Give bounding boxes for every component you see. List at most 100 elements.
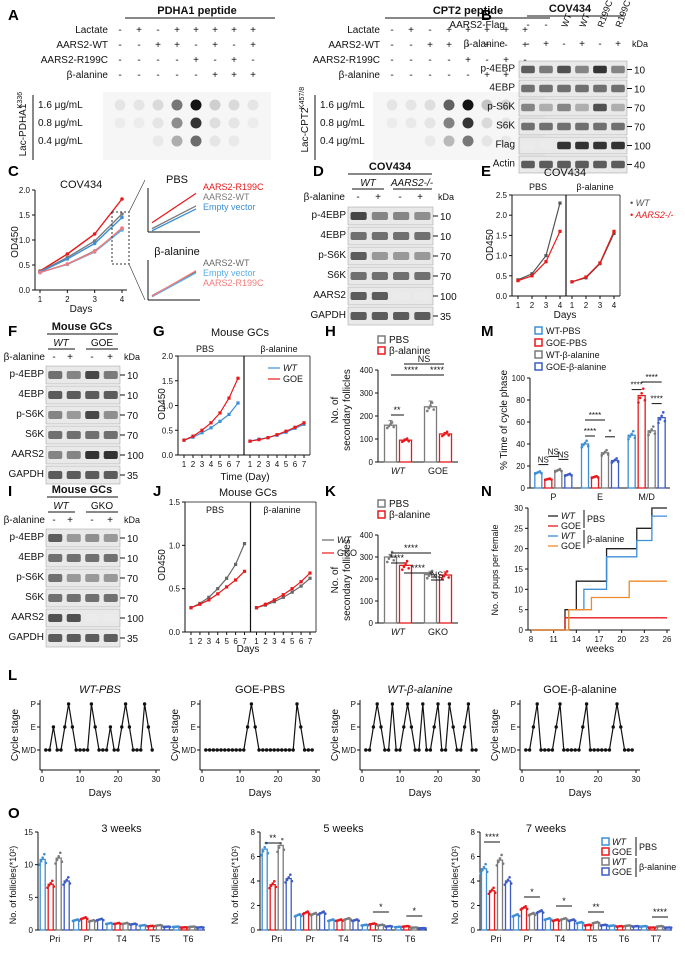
m-chart-data-point (550, 478, 553, 481)
c-main-data-point (120, 212, 124, 216)
band-label: GAPDH (310, 310, 346, 321)
blot-dot (386, 99, 398, 111)
m-chart-bar (580, 443, 590, 489)
cycle-point (85, 748, 90, 752)
o-chart-0-data-point (67, 876, 70, 879)
sig-label: **** (650, 395, 662, 404)
j-chart-x-tick-label: 6 (299, 637, 304, 646)
blot-band (103, 634, 118, 642)
blot-band (85, 391, 100, 399)
blot-band (66, 391, 81, 399)
k-chart-data-point (389, 554, 392, 557)
cycle-point (70, 725, 75, 729)
blot-band (611, 65, 625, 74)
marker-label: 40 (634, 161, 646, 172)
sign-cell: - (232, 40, 235, 51)
m-chart-y-tick-label: 20 (516, 462, 525, 471)
band-label: 4EBP (18, 389, 44, 400)
k-chart-data-point (430, 569, 434, 573)
blot-band (371, 292, 388, 300)
sign-cell: + (503, 70, 509, 81)
o-chart-0-bar (55, 857, 62, 931)
o-chart-1-y-tick-label: 2 (251, 902, 256, 911)
row-label: β-alanine (464, 39, 506, 50)
cycle-point (558, 702, 562, 706)
sign-cell: - (118, 40, 121, 51)
sig-label: NS (418, 354, 431, 364)
blot-band (371, 212, 388, 220)
y-axis-label: OD450 (10, 226, 21, 258)
j-chart-data-point (281, 593, 285, 597)
m-chart-data-point (583, 441, 587, 445)
sign-cell: + (174, 40, 180, 51)
panel-letter: E (481, 163, 491, 180)
c-main-data-point (120, 215, 124, 220)
o-chart-0-data-point (202, 926, 205, 929)
cycle-point (371, 725, 376, 729)
h-chart-y-tick-label: 300 (360, 389, 374, 398)
lane-header: + (417, 192, 423, 203)
cycle-point (474, 748, 478, 752)
blot-band (393, 312, 410, 320)
o-chart-1-data-point (266, 851, 270, 855)
o-chart-1-data-point (281, 837, 284, 841)
k-chart-data-point (386, 560, 389, 564)
legend-entry: WT (561, 531, 576, 541)
o-chart-1-bar (302, 912, 310, 931)
legend-entry: • AARS2-/- (630, 210, 673, 220)
o-chart-2-y-tick-label: 0 (471, 926, 476, 935)
blot-dot (386, 117, 398, 129)
sign-cell: + (503, 55, 509, 66)
subpanel-label: PBS (529, 182, 547, 192)
cycle-x-tick-label: 10 (236, 775, 245, 784)
inset-series-line (151, 192, 197, 224)
cycle-point (211, 748, 216, 752)
cycle-point (527, 748, 532, 752)
j-chart-x-tick-label: 6 (233, 637, 238, 646)
g-chart-y-tick-label: 0.5 (162, 426, 174, 435)
blot-band (611, 122, 625, 131)
cycle-point (581, 725, 585, 729)
cycle-point (398, 748, 402, 752)
k-chart-data-point (392, 559, 396, 562)
o-chart-2-data-point (509, 882, 513, 885)
sign-cell: - (156, 25, 159, 36)
legend-swatch (534, 338, 543, 347)
n-chart-y-tick-label: 20 (514, 545, 523, 554)
legend-entry: GOE (612, 867, 632, 877)
j-chart-data-point (290, 590, 294, 594)
lane-header: + (107, 515, 113, 526)
j-chart-data-point (225, 585, 229, 589)
row-label: β-alanine (4, 352, 46, 363)
m-chart-data-point (602, 452, 605, 455)
k-chart-data-point (444, 572, 447, 576)
blot-dot (228, 99, 240, 111)
j-chart-data-point (198, 602, 202, 606)
lane-header: - (598, 39, 601, 50)
cycle-point (89, 702, 94, 706)
blot-band (371, 272, 388, 280)
m-chart-data-point (658, 418, 662, 421)
g-chart-data-point (275, 433, 279, 437)
h-chart-data-point (432, 408, 436, 411)
cycle-stage-label: E (191, 723, 196, 732)
cycle-point (455, 748, 459, 752)
blot-dot (190, 135, 202, 147)
sign-cell: - (409, 55, 412, 66)
x-axis-label: Days (89, 788, 112, 799)
j-chart-data-point (263, 602, 268, 606)
cycle-point (101, 748, 105, 752)
h-chart-data-point (392, 425, 396, 429)
m-chart-data-point (570, 474, 573, 477)
m-chart-data-point (586, 444, 590, 448)
cycle-stage-label: M/D (501, 746, 516, 755)
band-label: GAPDH (8, 469, 44, 480)
cycle-x-tick-label: 0 (520, 775, 525, 784)
sign-cell: - (156, 55, 159, 66)
o-chart-1-y-tick-label: 6 (251, 853, 256, 862)
o-chart-2-data-point (498, 857, 502, 860)
legend-entry: PBS (389, 335, 409, 346)
cycle-point (131, 748, 135, 752)
o-chart-1-data-point (290, 879, 294, 883)
blot-dot (209, 135, 221, 147)
